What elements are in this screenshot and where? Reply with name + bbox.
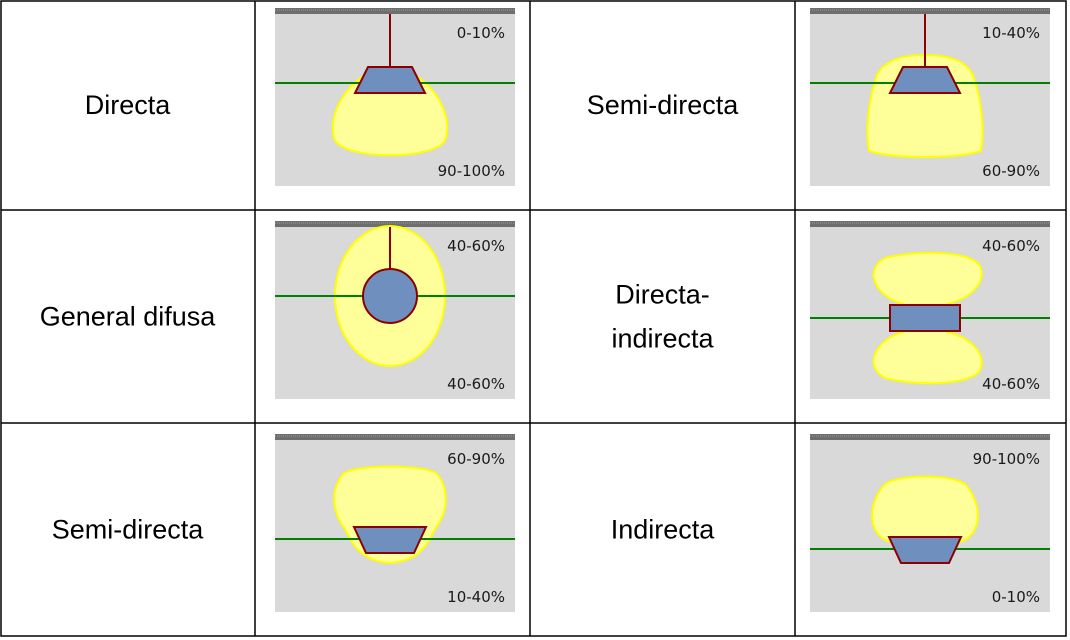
lower-percentage: 60-90%: [982, 162, 1040, 180]
upper-percentage: 0-10%: [457, 24, 505, 42]
label-line: Semi-directa: [587, 90, 740, 120]
light-directa-indirecta-icon: 40-60% 40-60%: [810, 221, 1050, 399]
upper-percentage: 10-40%: [982, 24, 1040, 42]
upper-percentage: 40-60%: [982, 237, 1040, 255]
lower-percentage: 0-10%: [992, 588, 1040, 606]
upper-percentage: 60-90%: [447, 450, 505, 468]
label-line: indirecta: [611, 324, 714, 354]
light-indirecta-icon: 90-100% 0-10%: [810, 434, 1050, 612]
lighting-type-label: Directa-indirecta: [611, 280, 714, 354]
light-distribution: [871, 475, 979, 547]
ceiling-bar: [275, 221, 515, 227]
luminaire: [362, 268, 418, 324]
light-semi-indirecta-icon: 60-90% 10-40%: [275, 434, 515, 612]
lighting-type-label: Indirecta: [611, 515, 716, 545]
ceiling-bar: [275, 434, 515, 440]
luminaire: [887, 536, 963, 564]
lighting-type-label: Semi-directa: [52, 515, 205, 545]
lower-percentage: 90-100%: [438, 162, 505, 180]
label-line: Semi-directa: [52, 515, 205, 545]
light-directa-icon: 0-10% 90-100%: [275, 8, 515, 186]
label-line: Directa: [85, 90, 172, 120]
light-distribution: [331, 74, 449, 157]
lighting-type-label: Semi-directa: [587, 90, 740, 120]
lower-percentage: 10-40%: [447, 588, 505, 606]
ceiling-bar: [810, 434, 1050, 440]
lower-percentage: 40-60%: [447, 375, 505, 393]
lower-percentage: 40-60%: [982, 375, 1040, 393]
label-line: Directa-: [615, 280, 710, 310]
luminaire: [353, 66, 427, 94]
light-general-difusa-icon: 40-60% 40-60%: [275, 221, 515, 399]
luminaire: [889, 304, 961, 332]
ceiling-bar: [810, 8, 1050, 14]
ceiling-bar: [810, 221, 1050, 227]
ceiling-bar: [275, 8, 515, 14]
upper-percentage: 40-60%: [447, 237, 505, 255]
label-line: General difusa: [40, 302, 217, 332]
light-semi-directa-icon: 10-40% 60-90%: [810, 8, 1050, 186]
lighting-type-label: General difusa: [40, 302, 217, 332]
upper-percentage: 90-100%: [973, 450, 1040, 468]
label-line: Indirecta: [611, 515, 716, 545]
lighting-type-label: Directa: [85, 90, 172, 120]
luminaire: [888, 66, 962, 94]
luminaire: [352, 526, 428, 554]
